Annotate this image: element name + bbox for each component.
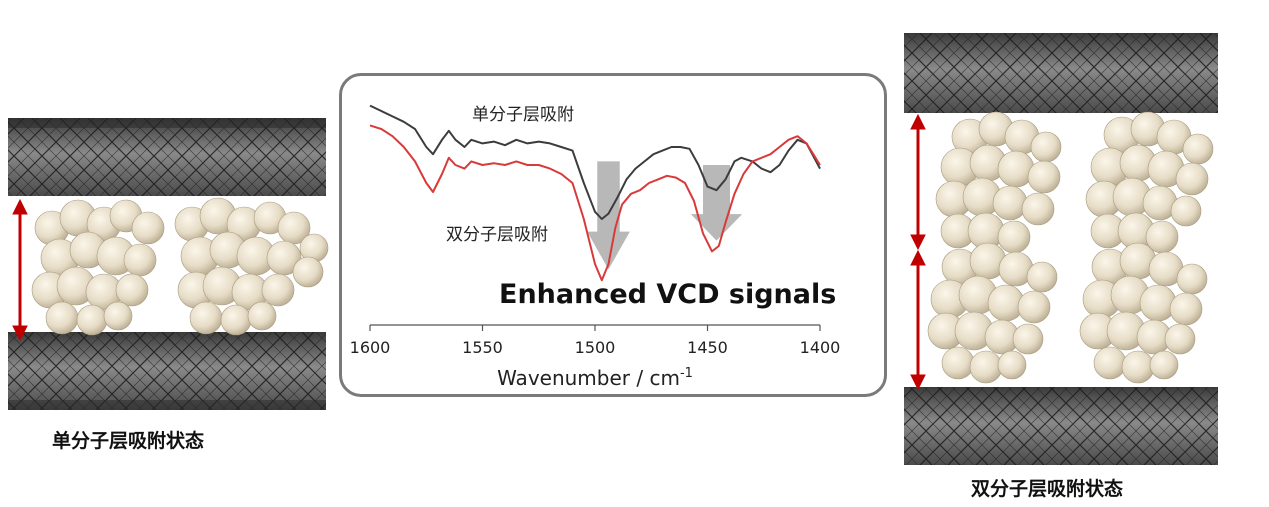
peak-marker-arrow [690, 165, 743, 241]
bilayer-series-line [369, 124, 821, 282]
vcd-spectrum-chart: 1600 1550 1500 1450 1400 Wavenumber / cm-1 单… [350, 104, 841, 390]
adsorbed-molecule-cluster [31, 199, 165, 336]
bottom-lattice-layer [904, 387, 1218, 465]
x-tick-label: 1450 [687, 338, 728, 357]
bilayer-series-label: 双分子层吸附 [446, 225, 548, 245]
enhanced-signals-headline: Enhanced VCD signals [499, 279, 836, 310]
bilayer-illustration [904, 33, 1218, 465]
x-tick-label: 1400 [800, 338, 841, 357]
x-tick-label: 1600 [350, 338, 391, 357]
monolayer-caption: 单分子层吸附状态 [52, 430, 205, 452]
adsorbed-molecule-cluster [1079, 111, 1214, 384]
layer-spacing-arrow [12, 198, 28, 342]
bilayer-caption: 双分子层吸附状态 [971, 478, 1124, 500]
peak-marker-arrow [587, 161, 630, 270]
monolayer-series-label: 单分子层吸附 [472, 105, 574, 125]
adsorbed-molecule-cluster [927, 111, 1062, 384]
bottom-lattice-layer [8, 332, 326, 410]
top-lattice-layer [904, 33, 1218, 113]
x-axis-label: Wavenumber / cm-1 [497, 366, 693, 390]
layer-spacing-arrow [910, 113, 926, 391]
adsorbed-molecule-cluster [174, 197, 329, 336]
monolayer-illustration [8, 118, 329, 410]
x-tick-label: 1550 [462, 338, 503, 357]
top-lattice-layer [8, 118, 326, 196]
x-tick-label: 1500 [575, 338, 616, 357]
